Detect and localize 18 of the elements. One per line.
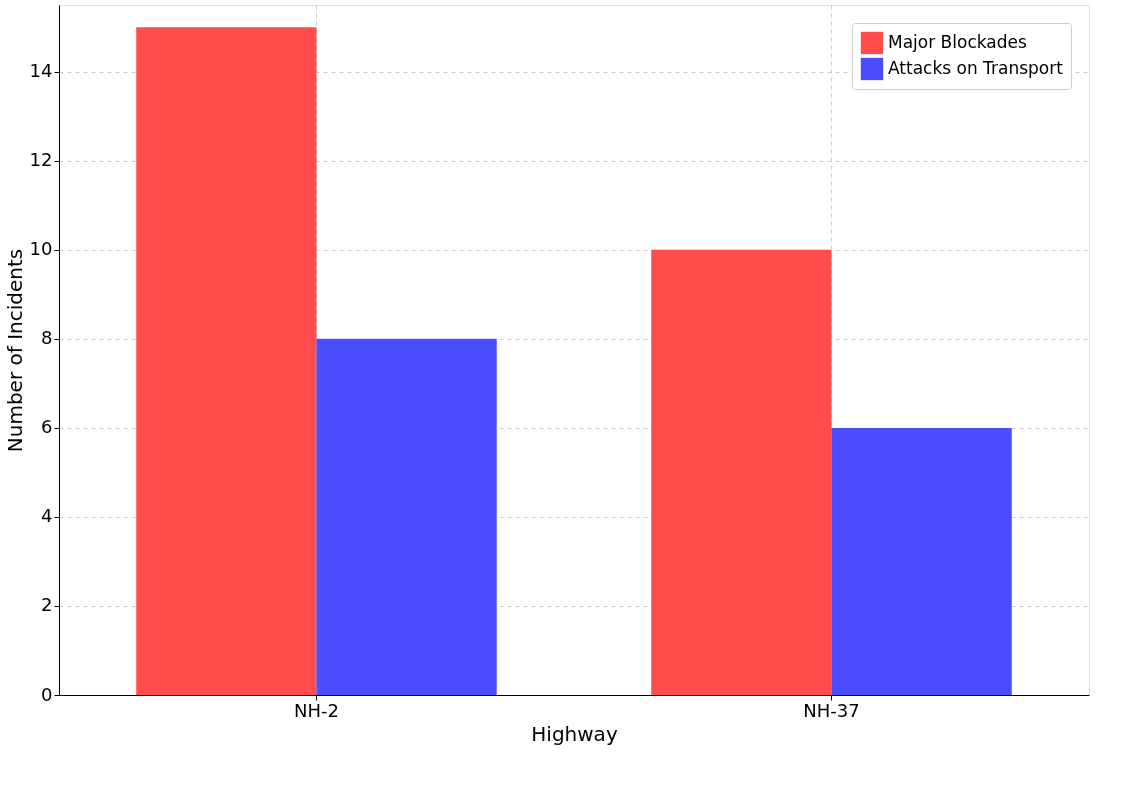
- y-tick-label: 10: [29, 238, 53, 260]
- bar: [316, 338, 497, 695]
- y-tick-label: 8: [41, 327, 53, 349]
- bar: [651, 249, 832, 695]
- x-tick-label: NH-2: [294, 699, 339, 721]
- bar: [831, 427, 1012, 695]
- y-tick-label: 0: [41, 683, 53, 705]
- y-tick-label: 2: [41, 594, 53, 616]
- legend-label: Attacks on Transport: [888, 58, 1064, 78]
- y-tick-label: 14: [29, 60, 53, 82]
- legend-label: Major Blockades: [888, 32, 1027, 52]
- bar: [136, 27, 317, 695]
- x-tick-label: NH-37: [803, 699, 860, 721]
- y-tick-label: 12: [29, 149, 53, 171]
- y-tick-label: 6: [41, 416, 53, 438]
- x-axis-title: Highway: [531, 721, 618, 746]
- y-axis-title: Number of Incidents: [2, 248, 27, 453]
- y-tick-label: 4: [41, 505, 53, 527]
